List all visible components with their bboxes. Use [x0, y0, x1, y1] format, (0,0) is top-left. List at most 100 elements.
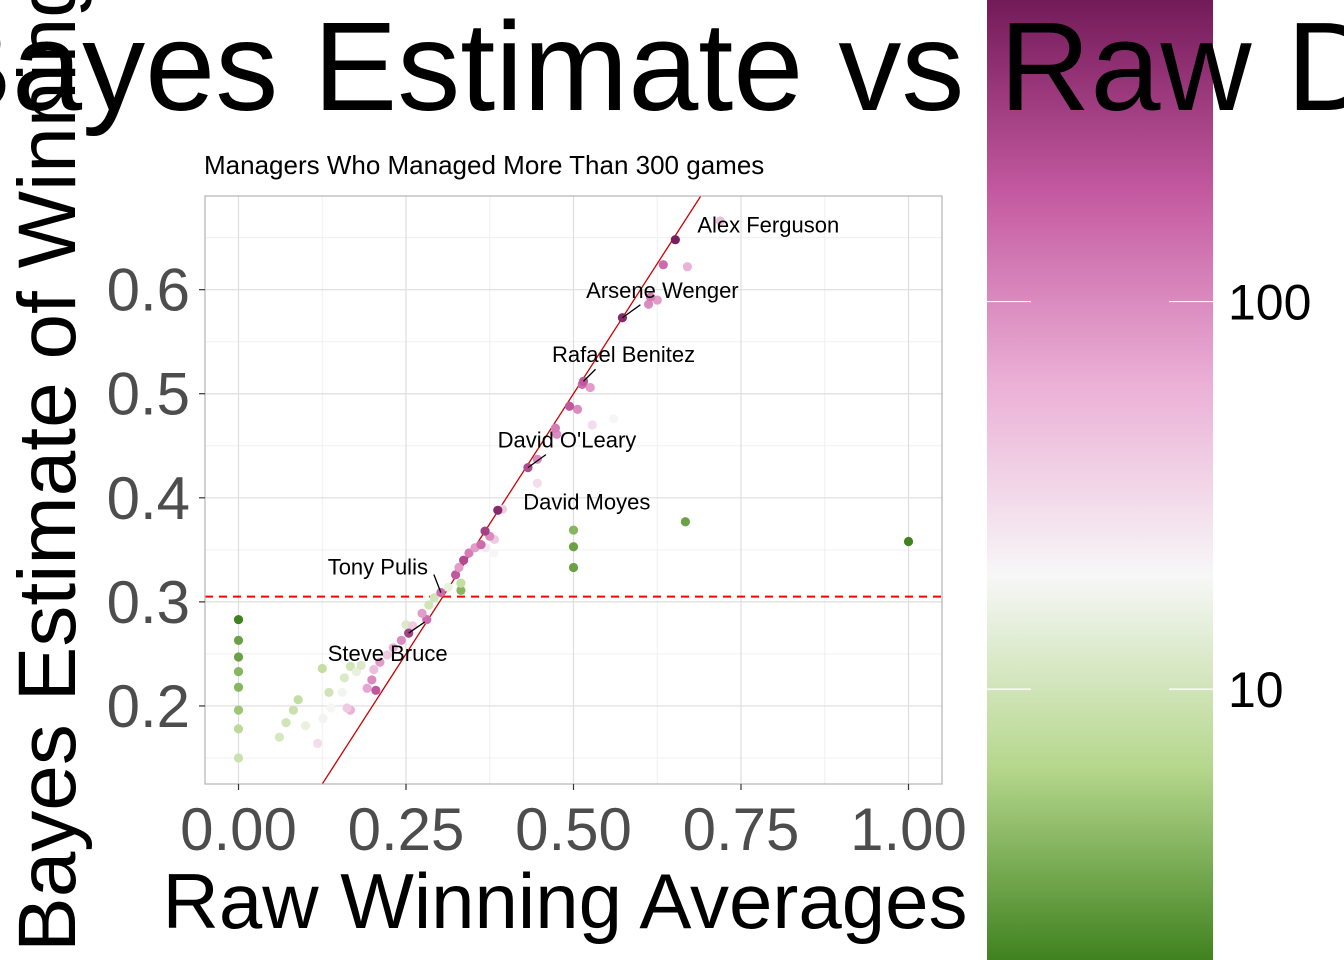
point: [550, 423, 561, 433]
point: [568, 562, 579, 573]
y-axis-title: Bayes Estimate of Winning: [2, 0, 93, 952]
point: [903, 536, 914, 547]
colorbar-tick-label: 10: [1228, 662, 1284, 718]
point-label: Rafael Benitez: [552, 342, 695, 367]
point: [375, 657, 385, 667]
points: [233, 216, 914, 763]
point: [464, 548, 474, 558]
chart-title: Bayes Estimate vs Raw Data: [0, 0, 1344, 137]
annotations: Alex Ferguson Arsene Wenger Rafael Benitez…: [328, 213, 840, 666]
point: [489, 548, 499, 558]
point: [233, 635, 244, 645]
point: [417, 608, 427, 618]
point: [233, 724, 244, 734]
point: [493, 505, 503, 515]
point: [367, 675, 377, 685]
y-tick-label: 0.4: [107, 465, 190, 532]
point: [450, 570, 461, 580]
point: [388, 643, 398, 653]
point: [293, 695, 303, 705]
point: [339, 673, 349, 683]
annotation-leader: [433, 574, 442, 593]
point: [476, 540, 486, 550]
point: [456, 585, 466, 596]
point-label: David Moyes: [523, 489, 650, 514]
point: [233, 682, 244, 692]
point: [645, 292, 656, 302]
point: [369, 664, 379, 675]
point: [682, 262, 693, 272]
point: [317, 663, 327, 674]
point: [532, 478, 542, 488]
annotation-leader: [408, 621, 426, 634]
point: [429, 593, 439, 603]
annotation-leader: [583, 368, 597, 382]
point: [454, 562, 464, 573]
x-tick-label: 0.75: [683, 796, 800, 863]
point: [233, 705, 244, 715]
point: [233, 652, 244, 662]
point-label: David O'Leary: [498, 428, 637, 453]
annotation-leader: [527, 454, 547, 469]
point: [288, 705, 299, 715]
subtitle: Managers Who Managed More Than 300 games: [204, 150, 764, 180]
point: [680, 517, 690, 527]
y-tick-label: 0.6: [107, 257, 190, 324]
point: [568, 525, 579, 535]
point: [587, 420, 597, 430]
point: [670, 235, 680, 245]
point: [396, 635, 406, 645]
axes: 0.00 0.25 0.50 0.75 1.00 0.2 0.3 0.4 0.5 0.6: [107, 257, 967, 863]
point: [324, 687, 334, 698]
point: [281, 717, 291, 728]
point: [337, 687, 347, 698]
reference-abline: [321, 196, 702, 784]
point: [342, 703, 352, 713]
point: [312, 738, 323, 749]
point: [404, 628, 414, 638]
point: [658, 260, 668, 270]
point-label: Arsene Wenger: [586, 278, 738, 303]
y-tick-label: 0.3: [107, 569, 190, 636]
point: [371, 685, 381, 695]
colorbar-gradient: [987, 0, 1213, 960]
point: [300, 721, 311, 731]
point-label: Alex Ferguson: [697, 213, 839, 238]
point: [585, 382, 595, 393]
point: [715, 216, 725, 226]
point: [362, 683, 372, 693]
point: [572, 404, 583, 414]
point: [568, 542, 579, 552]
point: [564, 401, 575, 411]
reference-lines: [205, 196, 942, 784]
point: [233, 667, 244, 677]
x-tick-label: 1.00: [850, 796, 967, 863]
colorbar: 10 100: [987, 0, 1311, 960]
point: [443, 582, 453, 592]
point: [233, 753, 244, 763]
x-tick-label: 0.25: [348, 796, 465, 863]
x-axis-title: Raw Winning Averages: [163, 857, 968, 945]
point: [356, 660, 366, 670]
point: [436, 587, 446, 598]
y-tick-label: 0.5: [107, 361, 190, 428]
x-tick-label: 0.50: [515, 796, 632, 863]
point: [532, 454, 542, 464]
point-label: Tony Pulis: [328, 555, 428, 580]
point: [643, 299, 654, 309]
point: [609, 414, 619, 424]
point: [351, 667, 362, 677]
y-tick-label: 0.2: [107, 673, 190, 740]
point: [424, 600, 434, 610]
point: [318, 713, 328, 724]
point: [345, 661, 355, 672]
point: [326, 703, 336, 713]
annotation-leader: [622, 304, 641, 319]
point: [456, 578, 466, 588]
point: [274, 732, 284, 742]
x-tick-label: 0.00: [180, 796, 297, 863]
colorbar-tick-label: 100: [1228, 275, 1311, 331]
point: [459, 555, 469, 565]
